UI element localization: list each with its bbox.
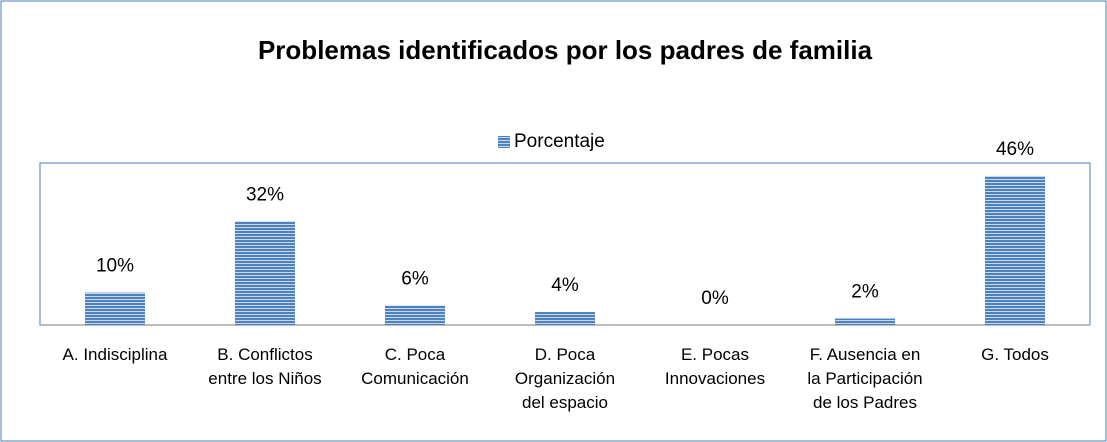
value-label: 32% (246, 184, 284, 205)
x-tick-label: E. Pocas Innovaciones (665, 345, 765, 388)
x-tick-label: A. Indisciplina (63, 345, 168, 364)
x-tick-label-line: E. Pocas (681, 345, 749, 364)
x-tick-label-line: G. Todos (981, 345, 1049, 364)
x-tick-label-line: Organización (515, 369, 615, 388)
x-tick-label-line: F. Ausencia en (810, 345, 921, 364)
x-tick-label-line: Comunicación (361, 369, 469, 388)
chart-title: Problemas identificados por los padres d… (258, 35, 873, 65)
x-tick-label: D. Poca Organización del espacio (515, 345, 615, 412)
legend-label: Porcentaje (514, 131, 605, 152)
x-tick-label-line: la Participación (807, 369, 922, 388)
bar (535, 312, 595, 325)
x-tick-label-line: Innovaciones (665, 369, 765, 388)
bar (385, 305, 445, 325)
bar (835, 318, 895, 325)
value-label: 2% (851, 282, 879, 303)
value-label: 10% (96, 256, 134, 277)
value-label: 46% (996, 139, 1034, 160)
value-label: 6% (401, 269, 429, 290)
bar (985, 175, 1045, 325)
x-tick-label-line: C. Poca (385, 345, 446, 364)
x-tick-label: G. Todos (981, 345, 1049, 364)
legend-swatch (498, 136, 510, 148)
x-tick-label-line: A. Indisciplina (63, 345, 168, 364)
x-tick-label-line: D. Poca (535, 345, 596, 364)
value-label: 0% (701, 288, 729, 309)
x-tick-label: C. Poca Comunicación (361, 345, 469, 388)
x-tick-label: B. Conflictos entre los Niños (208, 345, 321, 388)
bar (85, 292, 145, 325)
x-tick-label-line: del espacio (522, 393, 608, 412)
x-tick-label-line: B. Conflictos (217, 345, 312, 364)
x-tick-label-line: de los Padres (813, 393, 917, 412)
bar (235, 221, 295, 325)
x-tick-label-line: entre los Niños (208, 369, 321, 388)
x-tick-label: F. Ausencia en la Participación de los Pad… (807, 345, 922, 412)
value-label: 4% (551, 275, 579, 296)
